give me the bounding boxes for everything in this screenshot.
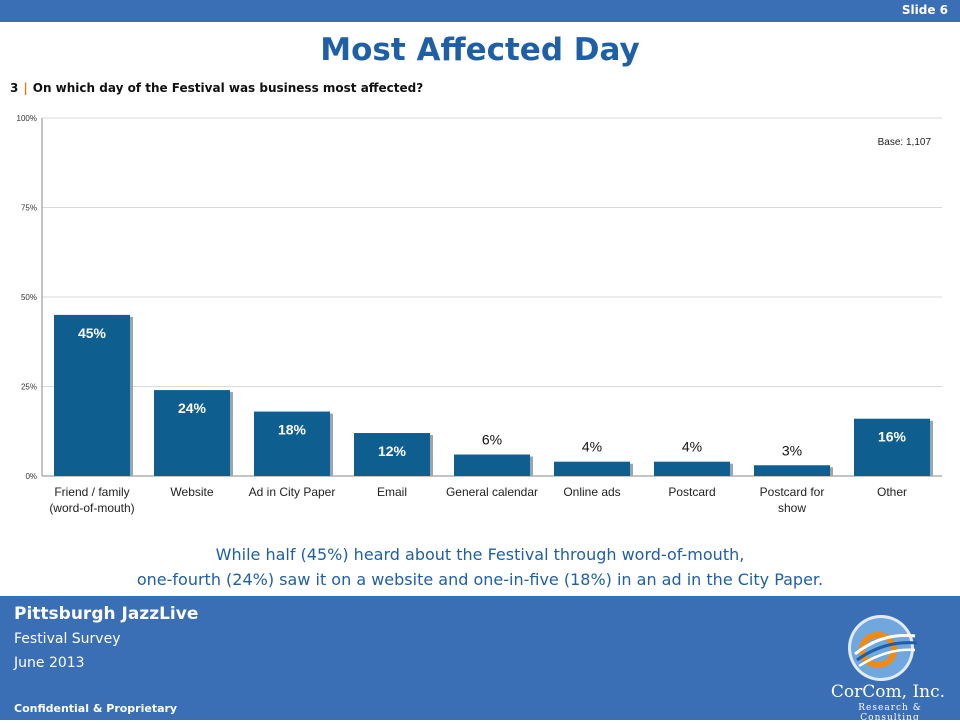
confidential-note: Confidential & Proprietary bbox=[14, 702, 178, 715]
data-label: 3% bbox=[782, 442, 802, 458]
bar bbox=[254, 411, 330, 476]
bar bbox=[654, 461, 730, 476]
x-category-label: Other bbox=[877, 485, 907, 499]
x-category-label: General calendar bbox=[446, 485, 538, 499]
y-tick-label: 50% bbox=[21, 293, 37, 302]
question-line: 3 | On which day of the Festival was busin… bbox=[10, 81, 423, 95]
bar bbox=[854, 418, 930, 476]
question-number: 3 bbox=[10, 81, 19, 95]
y-tick-label: 0% bbox=[25, 472, 37, 481]
org-name: Pittsburgh JazzLive bbox=[14, 604, 199, 624]
data-label: 6% bbox=[482, 432, 502, 448]
bar bbox=[354, 433, 430, 476]
data-label: 18% bbox=[278, 422, 307, 438]
y-tick-label: 75% bbox=[21, 204, 37, 213]
caption-line-1: While half (45%) heard about the Festiva… bbox=[215, 545, 745, 564]
header-band bbox=[0, 0, 960, 22]
slide-title: Most Affected Day bbox=[320, 32, 640, 68]
data-label: 45% bbox=[78, 325, 107, 341]
x-category-label: Website bbox=[170, 485, 213, 499]
question-text: On which day of the Festival was busines… bbox=[32, 81, 424, 95]
brand-tagline: Research & Consulting bbox=[858, 703, 922, 723]
data-label: 12% bbox=[378, 443, 407, 459]
brand-name: CorCom, Inc. bbox=[830, 682, 946, 702]
x-category-label: Email bbox=[377, 485, 407, 499]
data-label: 4% bbox=[682, 439, 702, 455]
bar bbox=[454, 454, 530, 476]
bar bbox=[54, 314, 130, 476]
x-category-label: (word-of-mouth) bbox=[49, 501, 134, 515]
caption-line-2: one-fourth (24%) saw it on a website and… bbox=[136, 570, 824, 589]
slide-number: Slide 6 bbox=[901, 3, 948, 17]
bar-chart: Base: 1,107 0% 25% 50% 75% 100% 45% Friend / f… bbox=[17, 114, 942, 515]
bar bbox=[554, 461, 630, 476]
x-category-label: Ad in City Paper bbox=[249, 485, 336, 499]
data-label: 4% bbox=[582, 439, 602, 455]
survey-name: Festival Survey bbox=[14, 631, 121, 647]
summary-caption: While half (45%) heard about the Festiva… bbox=[0, 542, 960, 592]
company-logo-icon bbox=[848, 615, 918, 681]
y-tick-label: 25% bbox=[21, 383, 37, 392]
bar bbox=[154, 390, 230, 476]
x-category-label: show bbox=[778, 501, 806, 515]
bar bbox=[754, 465, 830, 476]
x-category-label: Postcard bbox=[668, 485, 715, 499]
base-note: Base: 1,107 bbox=[878, 137, 932, 148]
data-label: 16% bbox=[878, 429, 907, 445]
x-category-label: Online ads bbox=[563, 485, 620, 499]
footer-band bbox=[0, 596, 960, 720]
survey-date: June 2013 bbox=[14, 655, 85, 671]
data-label: 24% bbox=[178, 400, 207, 416]
x-category-label: Friend / family bbox=[54, 485, 129, 499]
y-tick-label: 100% bbox=[17, 114, 37, 123]
question-separator: | bbox=[23, 81, 28, 95]
x-category-label: Postcard for bbox=[760, 485, 825, 499]
